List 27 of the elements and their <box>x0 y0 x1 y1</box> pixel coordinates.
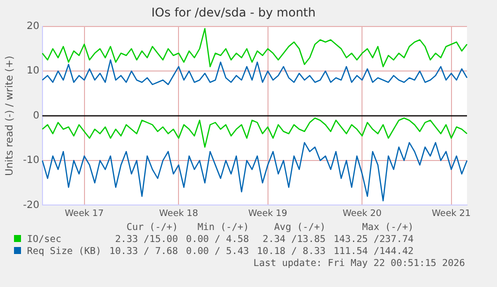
text: 10.18 / 8.33 <box>256 246 327 258</box>
x-tick-label: Week 19 <box>248 208 288 219</box>
y-tick-label: 10 <box>26 66 40 77</box>
chart-title: IOs for /dev/sda - by month <box>151 5 316 20</box>
x-tick-label: Week 18 <box>159 208 198 219</box>
y-tick-label: -20 <box>22 200 40 211</box>
legend-label: IO/sec <box>26 234 62 246</box>
x-tick-label: Week 21 <box>432 208 471 219</box>
text: Max (-/+) <box>361 222 415 234</box>
text: 2.33 /15.00 <box>114 234 179 246</box>
text: Min (-/+) <box>196 222 250 234</box>
text: 111.54 /144.42 <box>332 246 415 258</box>
text: 143.25 /237.74 <box>332 234 415 246</box>
y-tick-label: -10 <box>22 155 40 166</box>
text: Last update: Fri May 22 00:51:15 2026 <box>253 258 465 269</box>
y-tick-label: 0 <box>32 110 40 122</box>
text: 0.00 / 4.58 <box>185 234 250 246</box>
text: 10.33 / 7.68 <box>108 246 179 258</box>
text: 2.34 /13.85 <box>262 234 327 246</box>
text: Avg (-/+) <box>273 222 327 234</box>
y-tick-label: 20 <box>26 20 40 32</box>
legend-label: Req Size (KB) <box>26 246 102 258</box>
text: Cur (-/+) <box>126 222 179 234</box>
x-tick-label: Week 17 <box>64 208 104 219</box>
x-tick-label: Week 20 <box>342 208 382 219</box>
y-axis-title: Units read (-) / write (+) <box>4 56 16 176</box>
text: 0.00 / 5.43 <box>185 246 250 258</box>
